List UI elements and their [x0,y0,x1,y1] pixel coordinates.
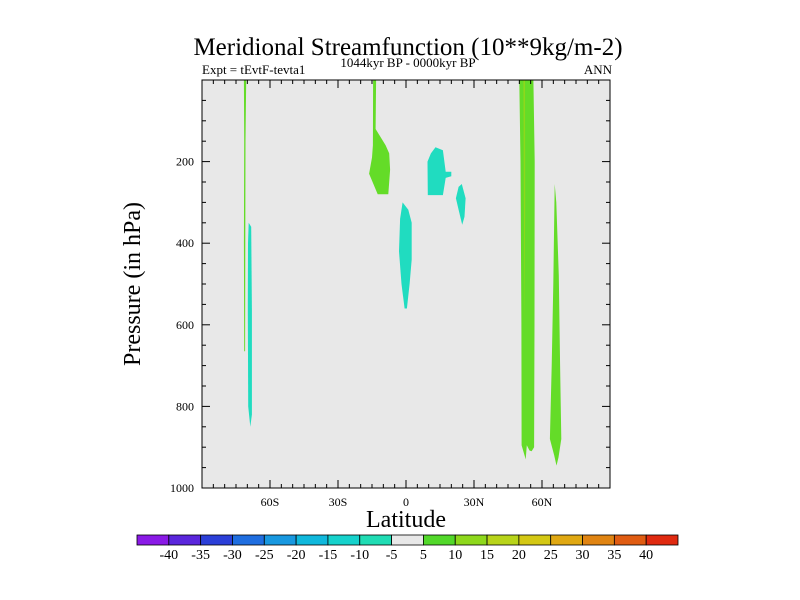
contour-region-sh-70s-lower-band [247,222,252,427]
colorbar-label: 30 [576,548,590,563]
colorbar-swatch [550,534,583,546]
colorbar-label: -40 [159,548,178,563]
contour-region-nh-65n-band [549,184,562,466]
colorbar-label: -5 [386,548,398,563]
colorbar-label: 15 [480,548,494,563]
y-axis-label: Pressure (in hPa) [120,202,146,366]
contour-region-eq-mid-cell [399,202,412,309]
colorbar-label: -10 [350,548,369,563]
contour-regions [243,80,562,466]
x-tick-label: 30N [464,495,485,509]
y-tick-label: 600 [176,318,194,332]
colorbar-swatch [263,534,297,546]
y-tick-label: 1000 [170,481,194,495]
contour-region-nh-25n-cell [455,184,466,225]
contour-region-sh-70s-upper-band [243,80,247,352]
subtitle-center: 1044kyr BP - 0000kyr BP [340,55,475,70]
colorbar-label: -35 [191,548,210,563]
colorbar-swatch [423,534,456,546]
x-axis-label: Latitude [366,507,446,533]
colorbar-label: -30 [223,548,242,563]
colorbar-label: 35 [607,548,621,563]
subtitle-right: ANN [584,62,613,77]
colorbar-swatch [582,534,615,546]
colorbar-label: 20 [512,548,526,563]
colorbar-swatch [518,534,552,546]
chart-title: Meridional Streamfunction (10**9kg/m-2) [193,34,622,61]
y-tick-label: 400 [176,236,194,250]
colorbar-swatch [613,534,647,546]
x-tick-label: 60S [261,495,280,509]
colorbar-label: 40 [639,548,653,563]
colorbar-swatch [327,534,361,546]
colorbar-swatch [391,534,424,546]
x-tick-label: 60N [532,495,553,509]
x-tick-label: 0 [403,495,409,509]
contour-region-nh-50n-core-band [523,80,526,325]
axis-ticks: 60S 30S 0 30N 60N 200 400 600 800 1000 [170,79,611,509]
colorbar-swatch [232,534,265,546]
colorbar-label: 5 [420,548,427,563]
y-tick-label: 800 [176,399,194,413]
y-tick-label: 200 [176,155,194,169]
colorbar-label: -15 [319,548,338,563]
colorbar-label: 25 [544,548,558,563]
colorbar-swatch [200,534,233,546]
colorbar-swatch [359,534,392,546]
colorbar-swatch [454,534,488,546]
contour-region-sh-15s-upper-cell [369,80,391,195]
colorbar-label: -20 [287,548,306,563]
contour-region-nh-10n-upper-cell [427,147,452,196]
colorbar: -40 -35 -30 -25 -20 -15 -10 -5 5 10 15 20 25 30 35 40 [136,534,679,563]
colorbar-label: 10 [448,548,462,563]
subtitle-left: Expt = tEvtF-tevta1 [202,62,305,77]
colorbar-label: -25 [255,548,274,563]
colorbar-swatch [136,534,170,546]
colorbar-swatch [486,534,520,546]
colorbar-swatch [645,534,679,546]
contour-region-nh-50n-outer-band [519,80,535,460]
x-tick-label: 30S [329,495,348,509]
colorbar-swatch [168,534,202,546]
colorbar-swatch [295,534,329,546]
